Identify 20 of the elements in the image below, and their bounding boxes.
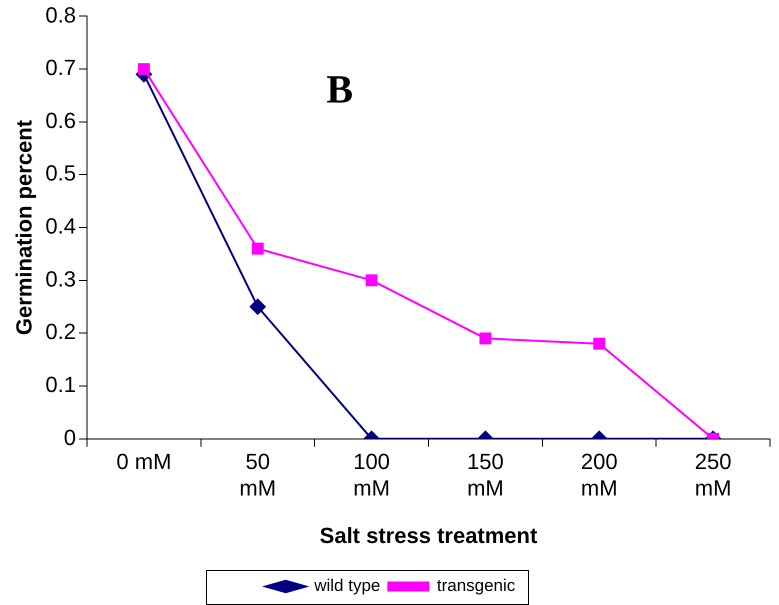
x-tick-label: 0 mM (116, 449, 172, 474)
annotation: B (326, 66, 354, 112)
x-axis-title: Salt stress treatment (320, 522, 538, 548)
legend-label: transgenic (436, 576, 516, 596)
x-tick-label: 100 mM (353, 449, 390, 500)
x-tick-label: 250 mM (694, 449, 732, 500)
y-tick-label: 0.7 (45, 55, 76, 80)
y-tick-label: 0.5 (45, 160, 76, 186)
y-axis-title: Germination percent (11, 119, 36, 336)
x-tick-label: 50 mM (239, 449, 276, 500)
y-tick-label: 0.8 (45, 2, 76, 28)
x-tick-label: 150 mM (467, 449, 504, 500)
y-tick-label: 0.4 (45, 214, 76, 239)
y-tick-label: 0.6 (45, 108, 76, 133)
y-tick-label: 0.1 (45, 372, 76, 398)
y-tick-label: 0.3 (45, 266, 76, 292)
legend-label: wild type (313, 576, 380, 596)
y-tick-label: 0.2 (45, 319, 76, 344)
x-tick-label: 200 mM (580, 449, 618, 500)
y-tick-label: 0 (64, 424, 76, 450)
